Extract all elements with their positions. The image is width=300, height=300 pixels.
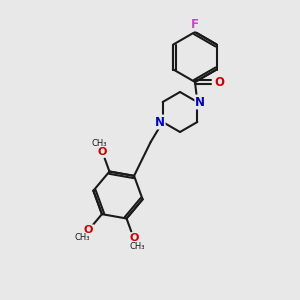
Text: N: N: [195, 95, 205, 109]
Text: O: O: [214, 76, 224, 88]
Text: O: O: [129, 233, 138, 243]
Text: CH₃: CH₃: [129, 242, 145, 251]
Text: O: O: [98, 147, 107, 157]
Text: F: F: [191, 17, 199, 31]
Text: CH₃: CH₃: [75, 232, 90, 242]
Text: N: N: [155, 116, 165, 128]
Text: CH₃: CH₃: [92, 139, 107, 148]
Text: O: O: [84, 225, 93, 235]
